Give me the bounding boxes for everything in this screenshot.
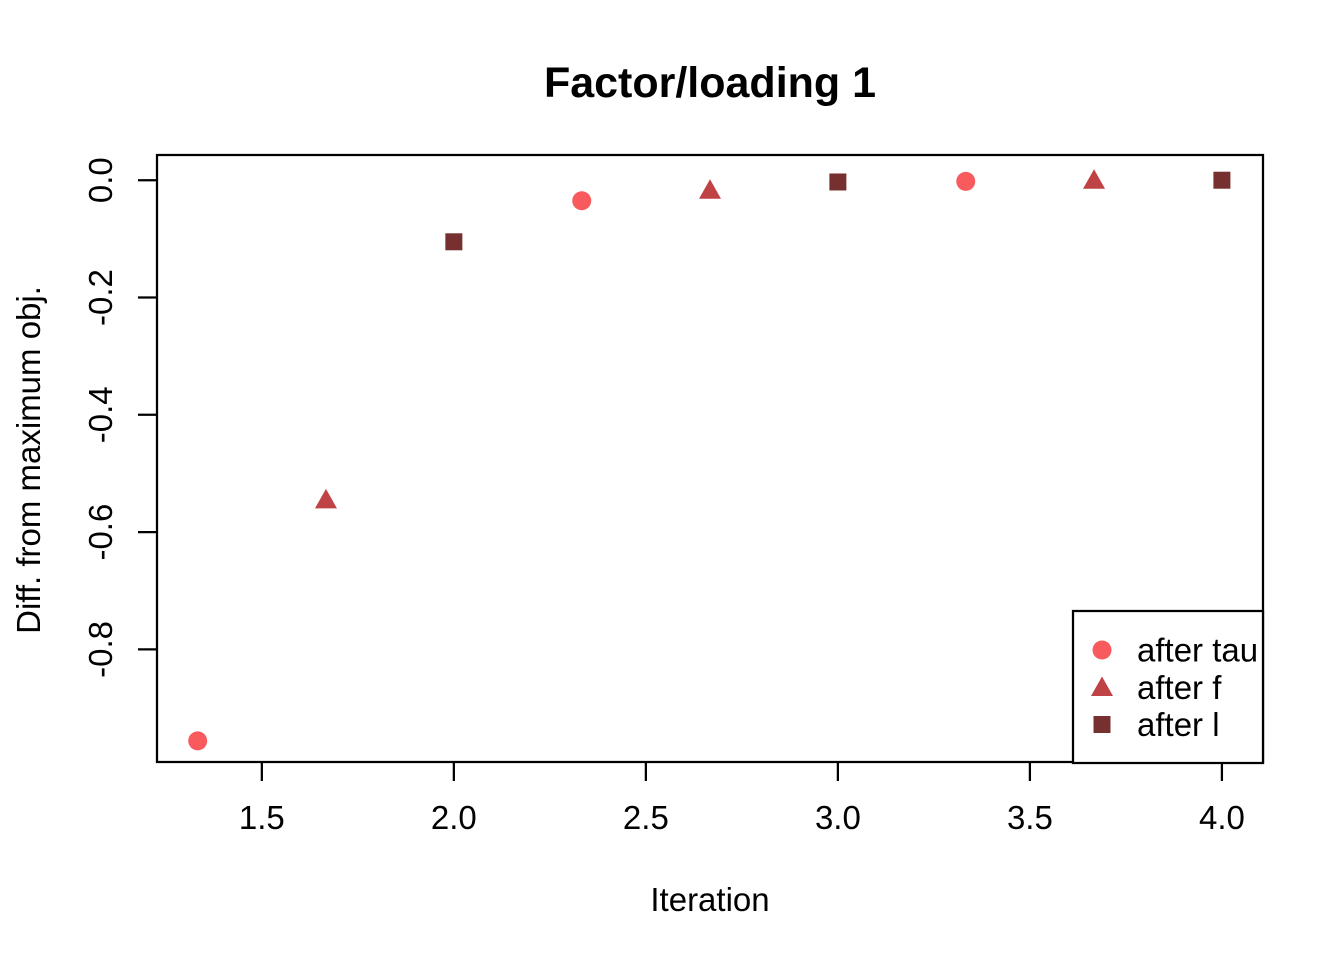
x-tick-label: 1.5: [239, 799, 285, 836]
data-point-circle: [1092, 640, 1112, 660]
legend-entry-label: after l: [1137, 706, 1220, 743]
data-point-square: [1093, 716, 1111, 733]
x-tick-label: 3.0: [815, 799, 861, 836]
legend-entry-label: after tau: [1137, 632, 1258, 669]
plot-frame: [155, 153, 1265, 764]
x-tick-label: 2.5: [623, 799, 669, 836]
y-tick-label: -0.4: [82, 386, 119, 443]
data-point-circle: [956, 171, 976, 191]
chart-title: Factor/loading 1: [544, 59, 876, 107]
x-tick-label: 4.0: [1199, 799, 1245, 836]
data-point-triangle: [699, 179, 721, 199]
y-tick-label: 0.0: [82, 157, 119, 203]
y-tick-label: -0.8: [82, 621, 119, 678]
x-axis-title: Iteration: [650, 881, 769, 918]
data-point-triangle: [1083, 169, 1106, 189]
plot-border: [155, 153, 1265, 764]
x-axis: 1.5 2.0 2.5 3.0 3.5 4.0: [239, 762, 1245, 836]
data-point-triangle: [1091, 676, 1113, 696]
x-tick-label: 2.0: [431, 799, 477, 836]
data-point-square: [1213, 171, 1231, 189]
x-tick-label: 3.5: [1007, 799, 1053, 836]
data-points: [188, 169, 1231, 751]
data-point-circle: [188, 731, 208, 751]
data-point-square: [445, 233, 463, 251]
legend-entry-label: after f: [1137, 669, 1222, 706]
y-axis-title: Diff. from maximum obj.: [10, 286, 47, 634]
y-axis: 0.0 -0.2 -0.4 -0.6 -0.8: [82, 157, 157, 678]
data-point-circle: [572, 191, 592, 211]
data-point-square: [829, 173, 847, 191]
data-point-triangle: [314, 488, 337, 509]
y-tick-label: -0.6: [82, 504, 119, 561]
y-tick-label: -0.2: [82, 269, 119, 326]
